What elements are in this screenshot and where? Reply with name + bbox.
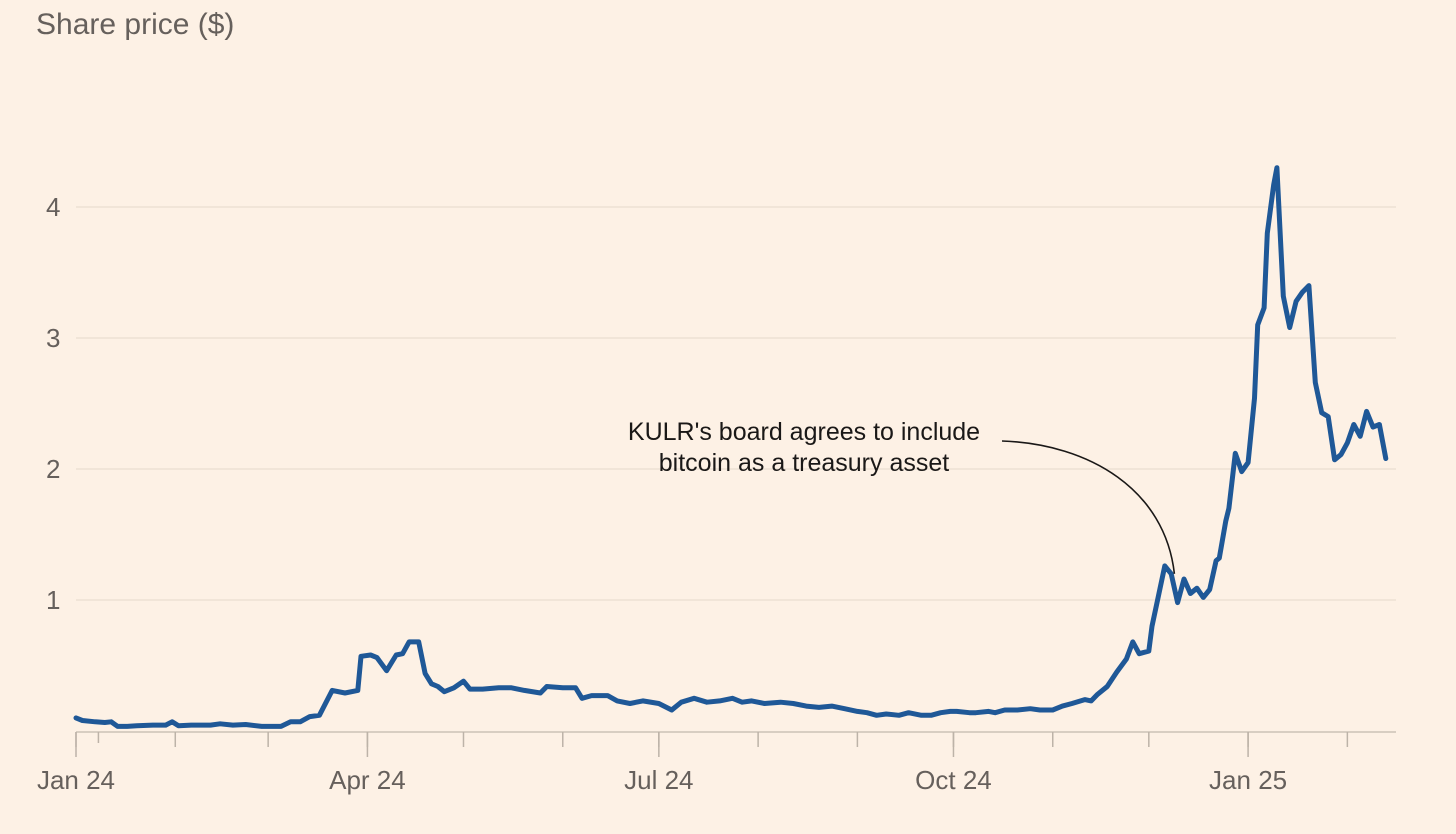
series-line-0: [73, 165, 1389, 729]
x-tick-label: Apr 24: [329, 765, 406, 795]
x-tick-label: Jan 24: [37, 765, 115, 795]
x-tick-label: Jan 25: [1209, 765, 1287, 795]
y-tick-label: 4: [46, 192, 60, 222]
annotation: KULR's board agrees to include bitcoin as…: [628, 418, 1176, 574]
series-group: [73, 165, 1389, 729]
y-tick-label: 3: [46, 323, 60, 353]
x-axis: Jan 24 Apr 24 Jul 24 Oct 24 Jan 25: [37, 731, 1396, 795]
x-tick-label: Jul 24: [624, 765, 693, 795]
gridlines: [76, 206, 1396, 601]
x-tick-label: Oct 24: [915, 765, 992, 795]
y-tick-label: 1: [46, 585, 60, 615]
y-tick-labels: 1 2 3 4: [46, 192, 60, 615]
annotation-text-line: KULR's board agrees to include: [628, 418, 980, 446]
annotation-leader-line: [1001, 440, 1176, 574]
annotation-text-line: bitcoin as a treasury asset: [659, 449, 949, 477]
y-tick-label: 2: [46, 454, 60, 484]
y-axis-title: Share price ($): [36, 8, 234, 41]
